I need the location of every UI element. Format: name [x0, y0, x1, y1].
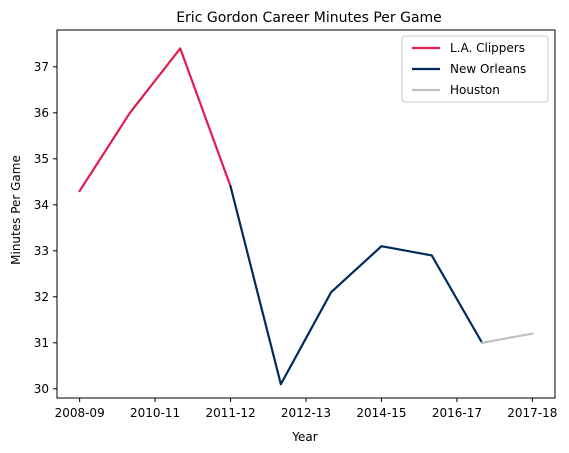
x-tick-label-1: 2010-11 — [130, 406, 180, 420]
legend-label-0: L.A. Clippers — [450, 41, 525, 55]
series-line-0 — [78, 47, 232, 193]
series-line-1 — [229, 185, 484, 386]
legend-box — [401, 35, 549, 103]
y-axis-label: Minutes Per Game — [9, 155, 23, 265]
y-tick-label-2: 32 — [34, 290, 49, 304]
plot-area: 2008-09 2010-11 2011-12 2012-13 2014-15 2016-… — [34, 29, 557, 420]
y-tick-label-4: 34 — [34, 198, 49, 212]
series-line-2 — [480, 332, 534, 345]
legend-label-1: New Orleans — [450, 62, 526, 76]
y-tick-label-7: 37 — [34, 60, 49, 74]
x-tick-label-2: 2011-12 — [205, 406, 255, 420]
x-tick-label-5: 2016-17 — [432, 406, 482, 420]
y-tick-label-3: 33 — [34, 244, 49, 258]
y-tick-label-6: 36 — [34, 106, 49, 120]
x-tick-label-0: 2008-09 — [55, 406, 105, 420]
x-tick-label-3: 2012-13 — [281, 406, 331, 420]
y-tick-label-0: 30 — [34, 382, 49, 396]
y-tick-label-5: 35 — [34, 152, 49, 166]
chart-title: Eric Gordon Career Minutes Per Game — [176, 10, 442, 26]
legend-label-2: Houston — [450, 83, 500, 97]
x-tick-label-6: 2017-18 — [507, 406, 557, 420]
x-tick-label-4: 2014-15 — [356, 406, 406, 420]
x-axis-label: Year — [291, 430, 317, 444]
y-tick-label-1: 31 — [34, 336, 49, 350]
